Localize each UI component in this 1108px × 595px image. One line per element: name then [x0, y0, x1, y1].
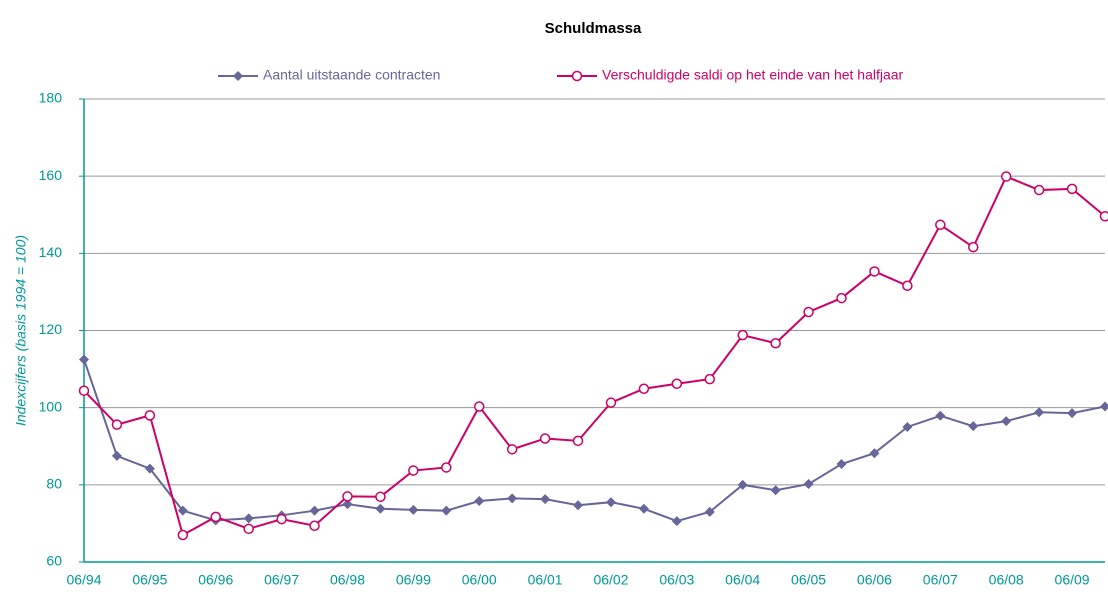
marker: [1000, 171, 1012, 182]
marker: [935, 219, 946, 231]
marker: [79, 354, 89, 365]
marker: [539, 433, 551, 444]
marker: [770, 337, 781, 349]
marker: [408, 465, 419, 476]
marker: [571, 70, 583, 82]
marker: [671, 378, 683, 389]
marker: [1066, 183, 1078, 195]
x-tick-label: 06/99: [396, 572, 431, 588]
marker: [935, 410, 946, 421]
marker: [375, 503, 386, 514]
x-tick-label: 06/98: [330, 572, 365, 588]
x-tick-label: 06/94: [66, 572, 101, 588]
chart-title: Schuldmassa: [545, 20, 642, 37]
marker: [573, 500, 584, 511]
marker: [902, 280, 913, 291]
marker: [770, 485, 781, 496]
marker: [869, 448, 880, 459]
legend-label: Aantal uitstaande contracten: [263, 67, 440, 83]
x-tick-label: 06/09: [1055, 572, 1090, 588]
marker: [276, 513, 287, 525]
marker: [704, 373, 716, 385]
y-tick-label: 60: [46, 553, 62, 569]
x-tick-label: 06/00: [462, 572, 497, 588]
marker: [902, 421, 913, 432]
marker: [309, 505, 320, 516]
x-tick-label: 06/95: [132, 572, 167, 588]
x-tick-label: 06/07: [923, 572, 958, 588]
x-tick-label: 06/97: [264, 572, 299, 588]
marker: [233, 71, 243, 81]
x-tick-label: 06/03: [659, 572, 694, 588]
marker: [177, 505, 188, 516]
marker: [144, 463, 155, 474]
x-tick-label: 06/05: [791, 572, 826, 588]
y-tick-label: 120: [39, 321, 63, 337]
y-tick-label: 180: [39, 90, 63, 106]
marker: [572, 435, 584, 447]
marker: [737, 479, 748, 490]
marker: [803, 306, 814, 318]
marker: [408, 504, 419, 515]
y-tick-label: 140: [39, 244, 63, 260]
marker: [507, 493, 518, 504]
x-tick-label: 06/96: [198, 572, 233, 588]
marker: [342, 499, 353, 510]
marker: [441, 462, 452, 473]
marker: [704, 506, 715, 517]
marker: [309, 520, 320, 531]
marker: [638, 503, 649, 514]
marker: [836, 292, 847, 304]
marker: [1100, 401, 1108, 412]
marker: [605, 497, 616, 508]
series-line: [83, 359, 1106, 523]
marker: [473, 401, 485, 412]
marker: [836, 458, 847, 469]
marker: [210, 511, 221, 523]
marker: [968, 241, 979, 253]
marker: [111, 450, 122, 461]
marker: [441, 505, 452, 516]
x-tick-label: 06/06: [857, 572, 892, 588]
marker: [540, 494, 551, 505]
x-tick-label: 06/02: [593, 572, 628, 588]
marker: [1034, 407, 1045, 418]
y-axis-label: Indexcijfers (basis 1994 = 100): [13, 235, 29, 426]
marker: [638, 383, 650, 395]
marker: [243, 523, 254, 535]
marker: [144, 410, 156, 421]
marker: [1067, 408, 1078, 419]
marker: [111, 419, 123, 430]
y-tick-label: 160: [39, 167, 63, 183]
y-tick-label: 80: [46, 476, 62, 492]
series-line: [83, 175, 1106, 537]
x-tick-label: 06/04: [725, 572, 760, 588]
x-tick-label: 06/01: [528, 572, 563, 588]
x-tick-label: 06/08: [989, 572, 1024, 588]
marker: [78, 385, 90, 396]
y-tick-label: 100: [39, 398, 63, 414]
marker: [177, 529, 189, 541]
marker: [605, 397, 617, 408]
marker: [671, 516, 682, 527]
marker: [869, 266, 880, 277]
marker: [803, 479, 814, 490]
marker: [342, 491, 353, 502]
marker: [506, 444, 518, 455]
marker: [243, 513, 254, 524]
marker: [474, 496, 485, 507]
legend-label: Verschuldigde saldi op het einde van het…: [602, 67, 904, 83]
marker: [737, 329, 748, 341]
marker: [968, 421, 979, 432]
marker: [1001, 416, 1012, 427]
marker: [375, 491, 386, 503]
marker: [1033, 184, 1045, 196]
marker: [1099, 211, 1108, 222]
